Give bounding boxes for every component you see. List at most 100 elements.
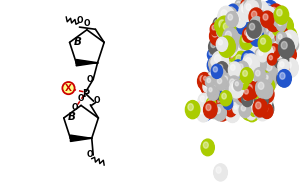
Circle shape	[228, 22, 232, 27]
Circle shape	[229, 80, 244, 98]
Circle shape	[255, 33, 262, 41]
Circle shape	[265, 75, 268, 79]
Circle shape	[244, 96, 253, 106]
Circle shape	[238, 72, 249, 86]
Circle shape	[268, 27, 279, 41]
Circle shape	[275, 57, 281, 64]
Circle shape	[214, 51, 224, 64]
Circle shape	[208, 100, 212, 104]
Circle shape	[235, 0, 246, 13]
Circle shape	[223, 108, 232, 119]
Circle shape	[247, 105, 251, 110]
Circle shape	[200, 75, 205, 82]
Circle shape	[263, 73, 272, 85]
Circle shape	[255, 5, 260, 12]
Circle shape	[255, 1, 269, 19]
Circle shape	[268, 36, 285, 56]
Circle shape	[262, 94, 267, 101]
Circle shape	[253, 57, 266, 73]
Circle shape	[278, 68, 291, 85]
Circle shape	[250, 95, 260, 107]
Circle shape	[245, 89, 257, 105]
Circle shape	[231, 75, 236, 81]
Circle shape	[259, 20, 263, 25]
Circle shape	[208, 59, 221, 75]
Circle shape	[250, 9, 254, 15]
Circle shape	[239, 56, 243, 60]
Circle shape	[238, 59, 243, 65]
Circle shape	[283, 46, 296, 64]
Circle shape	[235, 81, 240, 86]
Circle shape	[248, 97, 258, 109]
Circle shape	[247, 91, 252, 97]
Circle shape	[220, 12, 225, 18]
Circle shape	[200, 102, 214, 119]
Circle shape	[245, 73, 260, 92]
Circle shape	[250, 36, 256, 44]
Circle shape	[244, 90, 247, 95]
Circle shape	[260, 82, 273, 99]
Circle shape	[259, 99, 274, 118]
Circle shape	[229, 73, 242, 89]
Circle shape	[260, 70, 266, 77]
Circle shape	[248, 108, 252, 114]
Circle shape	[260, 15, 266, 22]
Circle shape	[252, 1, 267, 21]
Circle shape	[287, 64, 291, 69]
Circle shape	[254, 82, 268, 99]
Circle shape	[238, 92, 241, 96]
Circle shape	[268, 44, 281, 59]
Circle shape	[204, 106, 207, 110]
Circle shape	[250, 99, 253, 104]
Circle shape	[247, 20, 262, 40]
Circle shape	[220, 76, 224, 81]
Circle shape	[248, 44, 258, 57]
Circle shape	[220, 53, 225, 59]
Circle shape	[252, 28, 257, 35]
Circle shape	[261, 81, 264, 85]
Circle shape	[196, 105, 210, 122]
Circle shape	[236, 92, 244, 103]
Circle shape	[260, 6, 277, 27]
Circle shape	[276, 27, 282, 35]
Circle shape	[278, 16, 293, 36]
Circle shape	[264, 24, 280, 43]
Circle shape	[260, 85, 264, 90]
Circle shape	[225, 31, 231, 39]
Circle shape	[244, 63, 258, 80]
Circle shape	[234, 87, 249, 105]
Circle shape	[258, 13, 263, 20]
Circle shape	[240, 68, 253, 84]
Circle shape	[237, 90, 243, 97]
Circle shape	[263, 106, 268, 112]
Circle shape	[237, 1, 241, 7]
Circle shape	[222, 91, 228, 98]
Circle shape	[272, 41, 290, 62]
Circle shape	[219, 105, 227, 114]
Circle shape	[220, 27, 226, 34]
Circle shape	[257, 48, 268, 62]
Circle shape	[263, 79, 275, 93]
Circle shape	[232, 100, 237, 106]
Circle shape	[280, 62, 289, 74]
Circle shape	[212, 51, 228, 73]
Circle shape	[206, 98, 216, 109]
Circle shape	[201, 77, 205, 82]
Circle shape	[221, 86, 226, 93]
Circle shape	[224, 89, 228, 94]
Circle shape	[218, 23, 233, 42]
Circle shape	[274, 63, 290, 83]
Circle shape	[219, 20, 225, 28]
Circle shape	[234, 78, 240, 85]
Circle shape	[263, 89, 268, 95]
Circle shape	[231, 43, 241, 56]
Circle shape	[246, 98, 249, 101]
Circle shape	[251, 30, 265, 47]
Circle shape	[236, 35, 249, 52]
Circle shape	[254, 31, 259, 37]
Circle shape	[267, 27, 273, 35]
Circle shape	[250, 96, 263, 113]
Circle shape	[238, 81, 247, 91]
Circle shape	[236, 59, 247, 73]
Circle shape	[207, 57, 220, 73]
